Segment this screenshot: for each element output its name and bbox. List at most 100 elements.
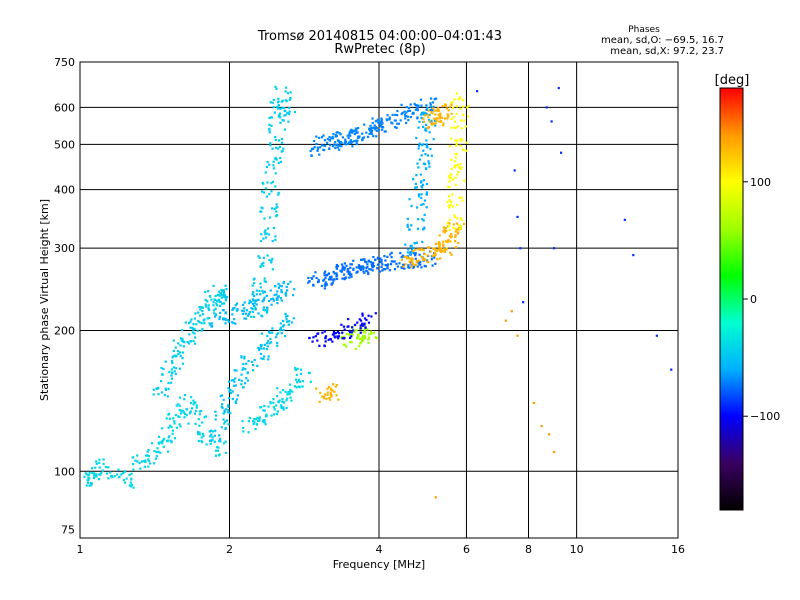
data-point (118, 475, 121, 478)
data-point (277, 115, 280, 118)
data-point (431, 112, 434, 115)
data-point (441, 105, 444, 108)
data-point (403, 267, 406, 270)
data-point (190, 401, 193, 405)
data-point (221, 293, 224, 297)
x-axis-label: Frequency [MHz] (333, 558, 425, 571)
data-point (280, 332, 283, 335)
data-point (275, 293, 278, 296)
data-point (412, 111, 415, 114)
data-point (268, 123, 271, 126)
data-point (155, 457, 158, 460)
data-point (242, 303, 245, 307)
data-point (181, 340, 185, 343)
data-point (187, 422, 190, 425)
data-point (400, 103, 403, 106)
data-point (438, 242, 442, 245)
data-point (431, 264, 434, 267)
data-point (153, 462, 156, 465)
data-point (350, 275, 353, 278)
data-point (274, 172, 277, 175)
data-point (207, 304, 210, 307)
data-point (327, 278, 331, 281)
data-point (341, 265, 344, 269)
data-point (307, 281, 310, 284)
data-point (462, 222, 466, 226)
data-point (279, 322, 282, 325)
data-point (169, 424, 172, 427)
data-point (323, 397, 326, 400)
data-point (419, 181, 423, 184)
data-point (157, 441, 160, 444)
data-point (284, 291, 288, 294)
data-point (370, 129, 374, 132)
chart-subtitle: RwPretec (8p) (334, 42, 425, 57)
data-point (332, 383, 335, 386)
data-point (356, 131, 359, 134)
data-point (454, 144, 458, 147)
data-point (187, 342, 190, 345)
data-point (420, 186, 424, 189)
data-point (171, 356, 174, 359)
data-point (162, 438, 165, 441)
data-point (203, 416, 206, 419)
data-point (259, 406, 262, 409)
data-point (157, 435, 161, 438)
data-point (381, 263, 384, 266)
data-point (277, 286, 280, 289)
data-point (504, 319, 507, 322)
data-point (211, 430, 215, 433)
data-point (242, 386, 245, 389)
data-point (431, 247, 435, 250)
data-point (209, 323, 212, 326)
data-point (272, 98, 275, 102)
data-point (355, 266, 358, 269)
data-point (410, 251, 413, 254)
data-point (211, 436, 214, 439)
data-point (201, 421, 204, 424)
data-point (344, 267, 347, 270)
data-point (405, 255, 408, 258)
data-point (443, 231, 446, 234)
data-point (407, 106, 411, 110)
x-tick-label: 4 (376, 543, 383, 556)
data-point (227, 319, 230, 322)
data-point (429, 147, 432, 151)
data-point (453, 98, 456, 101)
data-point (425, 167, 428, 170)
data-point (189, 326, 192, 329)
data-point (350, 128, 353, 131)
data-point (460, 166, 463, 169)
data-point (172, 354, 175, 358)
data-point (433, 109, 436, 112)
data-point (269, 337, 272, 341)
data-point (268, 163, 271, 166)
data-point (361, 322, 364, 325)
data-point (271, 257, 274, 260)
data-point (343, 142, 346, 145)
data-point (255, 423, 259, 426)
data-point (361, 334, 365, 338)
data-point (234, 304, 237, 307)
data-point (216, 304, 219, 307)
data-point (280, 137, 284, 141)
data-point (312, 284, 315, 287)
data-point (309, 380, 312, 383)
data-point (358, 318, 361, 321)
data-point (193, 412, 197, 415)
data-point (342, 335, 345, 338)
data-point (223, 409, 226, 412)
data-point (332, 143, 336, 146)
data-point (295, 373, 299, 377)
data-point (349, 263, 352, 266)
data-point (418, 120, 421, 123)
data-point (448, 206, 451, 209)
data-point (209, 442, 212, 446)
data-point (171, 429, 175, 432)
data-point (456, 125, 459, 128)
data-point (383, 255, 386, 258)
data-point (219, 440, 222, 443)
data-point (375, 135, 378, 138)
data-point (460, 218, 464, 222)
data-point (235, 302, 239, 305)
